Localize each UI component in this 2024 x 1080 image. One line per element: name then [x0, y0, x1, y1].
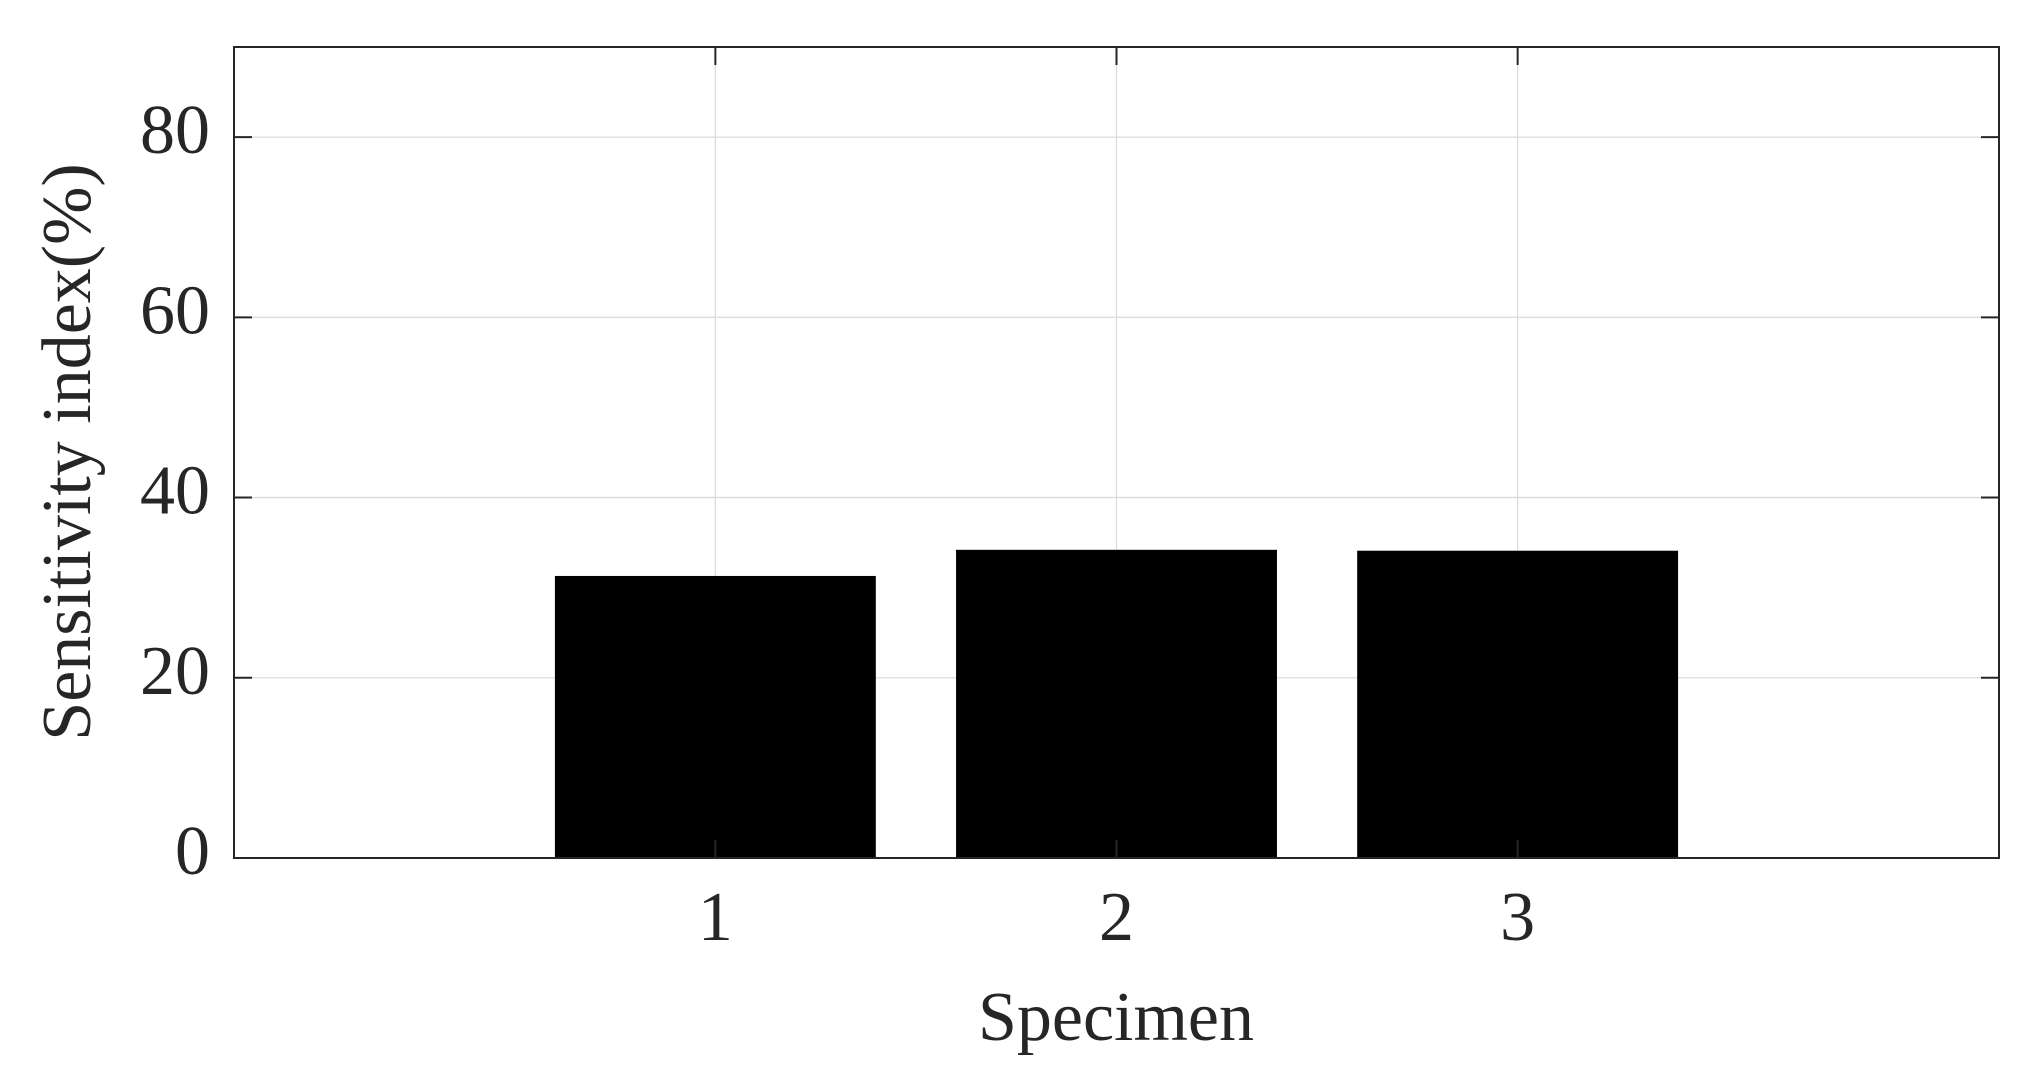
x-tick-label: 3	[1500, 879, 1535, 956]
plot-frame	[233, 46, 2000, 859]
x-tick-label: 2	[1099, 879, 1134, 956]
x-tick-label: 1	[698, 879, 733, 956]
y-axis-label: Sensitivity index(%)	[29, 163, 106, 740]
y-tick-label: 40	[140, 453, 210, 530]
bar	[956, 549, 1277, 858]
bar	[1357, 550, 1679, 858]
y-tick-label: 0	[175, 813, 210, 890]
bar	[554, 575, 876, 858]
y-tick-label: 60	[140, 272, 210, 349]
y-tick-label: 80	[140, 92, 210, 169]
x-axis-label: Specimen	[978, 979, 1254, 1056]
y-tick-label: 20	[140, 633, 210, 710]
